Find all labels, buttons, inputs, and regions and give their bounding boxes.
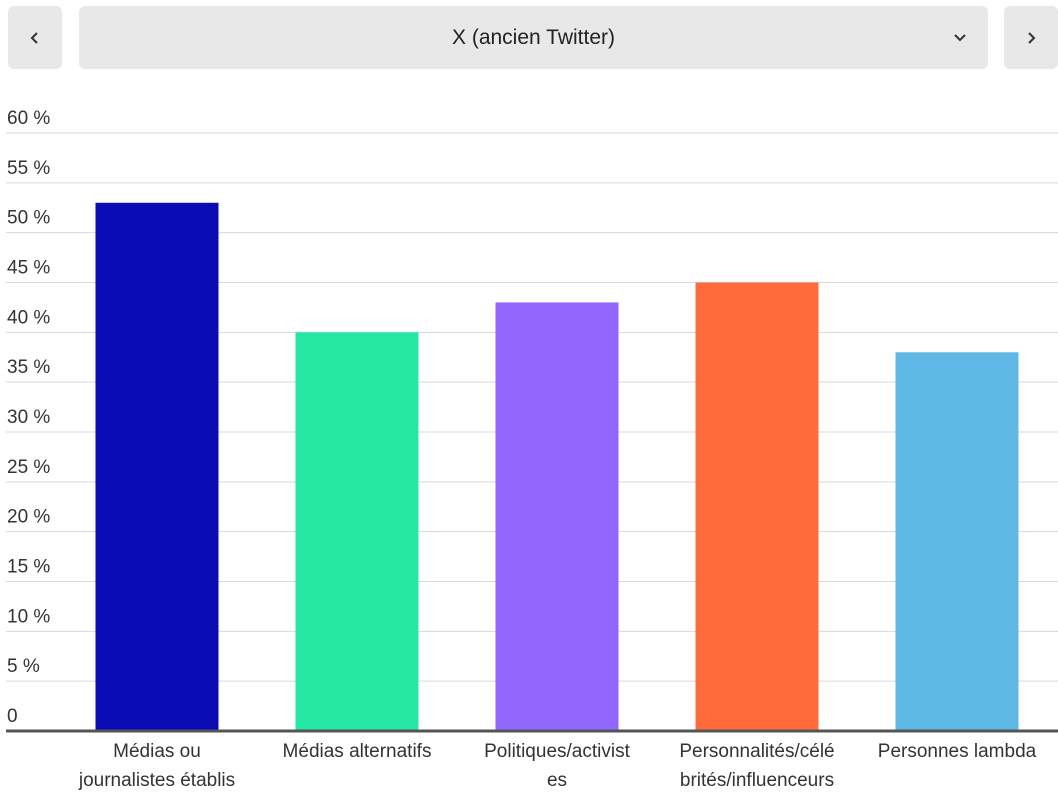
y-tick-label: 60 %: [7, 108, 50, 129]
x-category-label: Personnes lambda: [878, 741, 1037, 762]
x-category-label: Personnalités/célé: [679, 741, 834, 762]
y-tick-label: 5 %: [7, 656, 40, 677]
x-category-label: journalistes établis: [78, 770, 235, 791]
chevron-right-icon: [1028, 31, 1036, 44]
y-tick-label: 20 %: [7, 507, 50, 528]
bar: [895, 352, 1019, 731]
chevron-left-icon: [30, 31, 38, 44]
x-category-label: brités/influenceurs: [680, 770, 834, 791]
bar: [95, 202, 219, 731]
y-tick-label: 55 %: [7, 158, 50, 179]
y-tick-label: 30 %: [7, 407, 50, 428]
y-tick-label: 0: [7, 706, 18, 727]
y-tick-label: 25 %: [7, 457, 50, 478]
y-tick-label: 40 %: [7, 307, 50, 328]
chevron-down-icon: [954, 34, 966, 42]
previous-button[interactable]: [8, 6, 62, 69]
x-category-label: Médias ou: [113, 741, 201, 762]
bar: [495, 302, 619, 731]
platform-select[interactable]: X (ancien Twitter): [79, 6, 988, 69]
bar: [295, 332, 419, 731]
x-category-label: Politiques/activist: [484, 741, 630, 762]
platform-select-value: X (ancien Twitter): [451, 26, 615, 49]
y-tick-label: 10 %: [7, 606, 50, 627]
x-category-label: es: [547, 770, 567, 791]
next-button[interactable]: [1004, 6, 1058, 69]
y-tick-label: 50 %: [7, 208, 50, 229]
x-category-label: Médias alternatifs: [283, 741, 432, 762]
y-tick-label: 45 %: [7, 258, 50, 279]
y-tick-label: 15 %: [7, 557, 50, 578]
y-tick-label: 35 %: [7, 357, 50, 378]
bar: [695, 282, 819, 731]
